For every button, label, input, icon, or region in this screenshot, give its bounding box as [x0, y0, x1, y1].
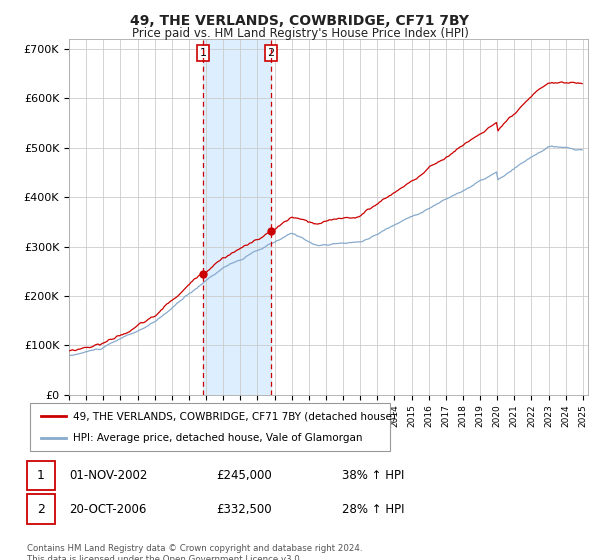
Text: Price paid vs. HM Land Registry's House Price Index (HPI): Price paid vs. HM Land Registry's House …: [131, 27, 469, 40]
Text: 49, THE VERLANDS, COWBRIDGE, CF71 7BY: 49, THE VERLANDS, COWBRIDGE, CF71 7BY: [131, 14, 470, 28]
Text: 28% ↑ HPI: 28% ↑ HPI: [342, 502, 404, 516]
Text: 01-NOV-2002: 01-NOV-2002: [69, 469, 148, 482]
Text: 2: 2: [268, 48, 275, 58]
Bar: [203, 39, 271, 395]
Text: 1: 1: [200, 48, 206, 58]
FancyBboxPatch shape: [30, 403, 390, 451]
Text: 20-OCT-2006: 20-OCT-2006: [69, 502, 146, 516]
Text: Contains HM Land Registry data © Crown copyright and database right 2024.
This d: Contains HM Land Registry data © Crown c…: [27, 544, 362, 560]
Text: 2: 2: [37, 502, 45, 516]
Text: 1: 1: [37, 469, 45, 482]
Text: £332,500: £332,500: [216, 502, 272, 516]
Text: 49, THE VERLANDS, COWBRIDGE, CF71 7BY (detached house): 49, THE VERLANDS, COWBRIDGE, CF71 7BY (d…: [73, 411, 396, 421]
Text: 38% ↑ HPI: 38% ↑ HPI: [342, 469, 404, 482]
Text: £245,000: £245,000: [216, 469, 272, 482]
Text: HPI: Average price, detached house, Vale of Glamorgan: HPI: Average price, detached house, Vale…: [73, 433, 362, 443]
